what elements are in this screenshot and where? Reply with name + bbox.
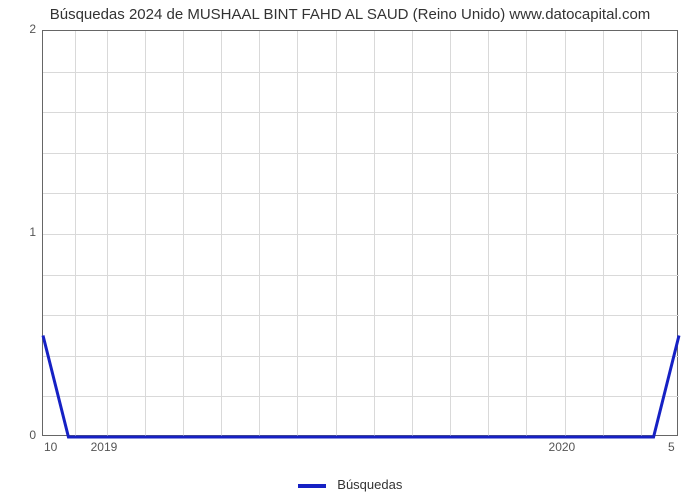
y-tick-label: 1: [29, 225, 36, 239]
legend: Búsquedas: [0, 477, 700, 492]
y-tick-label: 2: [29, 22, 36, 36]
series-line: [43, 31, 679, 437]
chart-title: Búsquedas 2024 de MUSHAAL BINT FAHD AL S…: [0, 6, 700, 23]
x-tick-label: 2019: [91, 440, 118, 454]
corner-label-bottom-right: 5: [668, 440, 675, 454]
legend-swatch: [298, 484, 326, 488]
x-tick-label: 2020: [549, 440, 576, 454]
corner-label-bottom-left: 10: [44, 440, 57, 454]
y-tick-label: 0: [29, 428, 36, 442]
chart-container: Búsquedas 2024 de MUSHAAL BINT FAHD AL S…: [0, 0, 700, 500]
plot-area: [42, 30, 678, 436]
legend-label: Búsquedas: [337, 477, 402, 492]
